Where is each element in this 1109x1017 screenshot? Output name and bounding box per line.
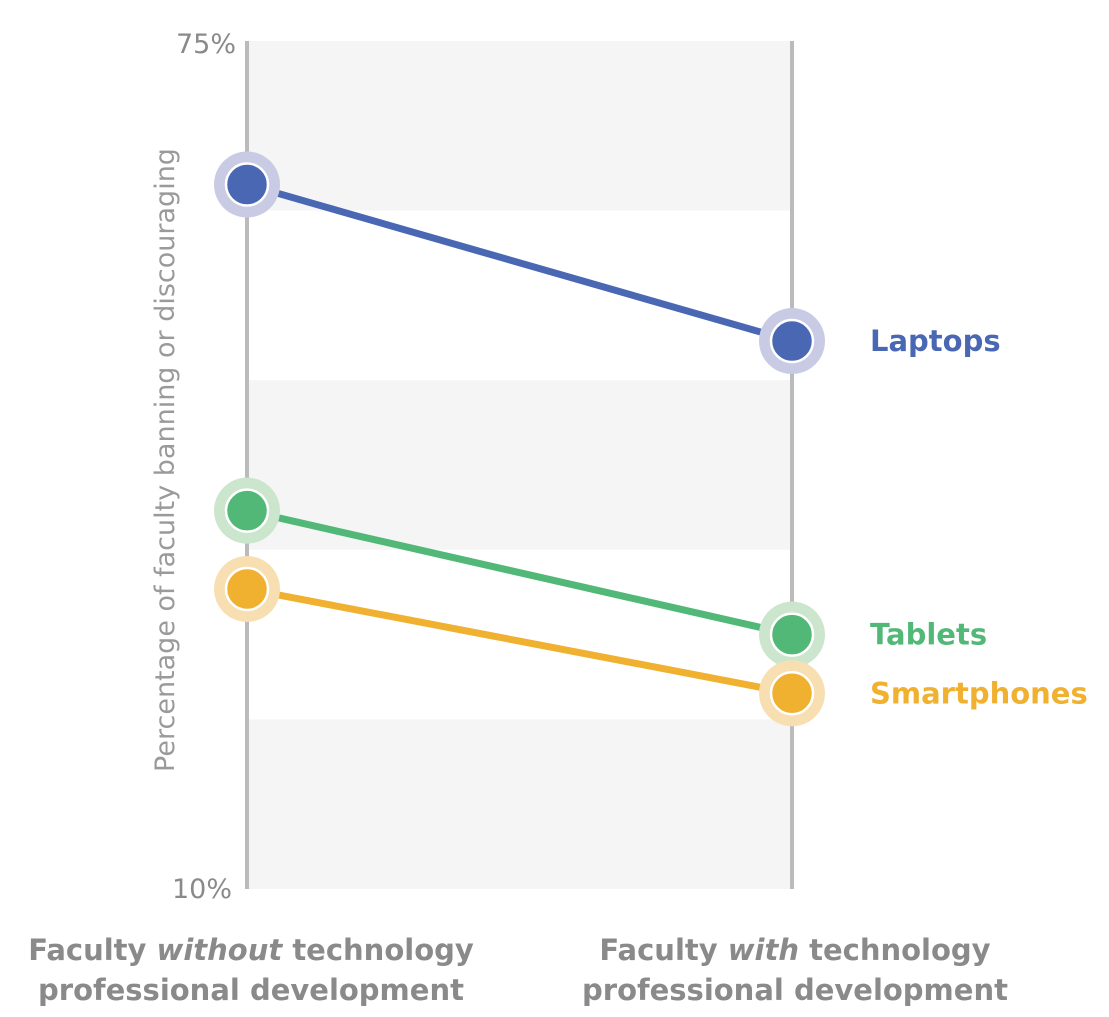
background-bands bbox=[247, 41, 792, 889]
category-label-line2: professional development bbox=[582, 973, 1008, 1007]
series-points bbox=[214, 151, 825, 727]
point-marker bbox=[769, 671, 815, 716]
background-band bbox=[247, 41, 792, 211]
y-tick-label-bottom: 10% bbox=[172, 874, 232, 905]
y-tick-label-top: 75% bbox=[176, 29, 236, 60]
series-line-tablets bbox=[243, 507, 796, 639]
background-band bbox=[247, 719, 792, 889]
point-marker bbox=[224, 162, 270, 207]
background-band bbox=[247, 549, 792, 720]
point-tablets-1 bbox=[759, 601, 825, 668]
point-smartphones-1 bbox=[759, 660, 825, 727]
series-line-smartphones bbox=[243, 585, 796, 697]
category-label-1: Faculty with technology professional deve… bbox=[582, 933, 1008, 1007]
point-marker bbox=[769, 318, 815, 364]
point-marker bbox=[224, 566, 270, 612]
point-tablets-0 bbox=[214, 477, 280, 544]
point-marker bbox=[224, 488, 270, 533]
series-label-smartphones: Smartphones bbox=[870, 676, 1088, 710]
series-lines bbox=[243, 181, 796, 697]
category-label-line2: professional development bbox=[38, 973, 464, 1007]
point-marker bbox=[769, 612, 815, 657]
series-label-tablets: Tablets bbox=[870, 618, 987, 652]
y-axis-title: Percentage of faculty banning or discour… bbox=[150, 148, 181, 772]
series-line-laptops bbox=[243, 181, 796, 345]
series-label-laptops: Laptops bbox=[870, 324, 1001, 358]
background-band bbox=[247, 380, 792, 550]
category-label-line1: Faculty without technology bbox=[28, 933, 474, 967]
point-laptops-0 bbox=[214, 151, 280, 218]
background-band bbox=[247, 210, 792, 381]
category-label-0: Faculty without technology professional d… bbox=[28, 933, 474, 1007]
series-labels: Laptops Tablets Smartphones bbox=[870, 324, 1088, 710]
y-axis-ticks: 75% 10% bbox=[172, 29, 236, 905]
point-laptops-1 bbox=[759, 308, 825, 375]
category-label-line1: Faculty with technology bbox=[599, 933, 990, 967]
category-labels: Faculty without technology professional d… bbox=[28, 933, 1008, 1007]
point-smartphones-0 bbox=[214, 555, 280, 622]
